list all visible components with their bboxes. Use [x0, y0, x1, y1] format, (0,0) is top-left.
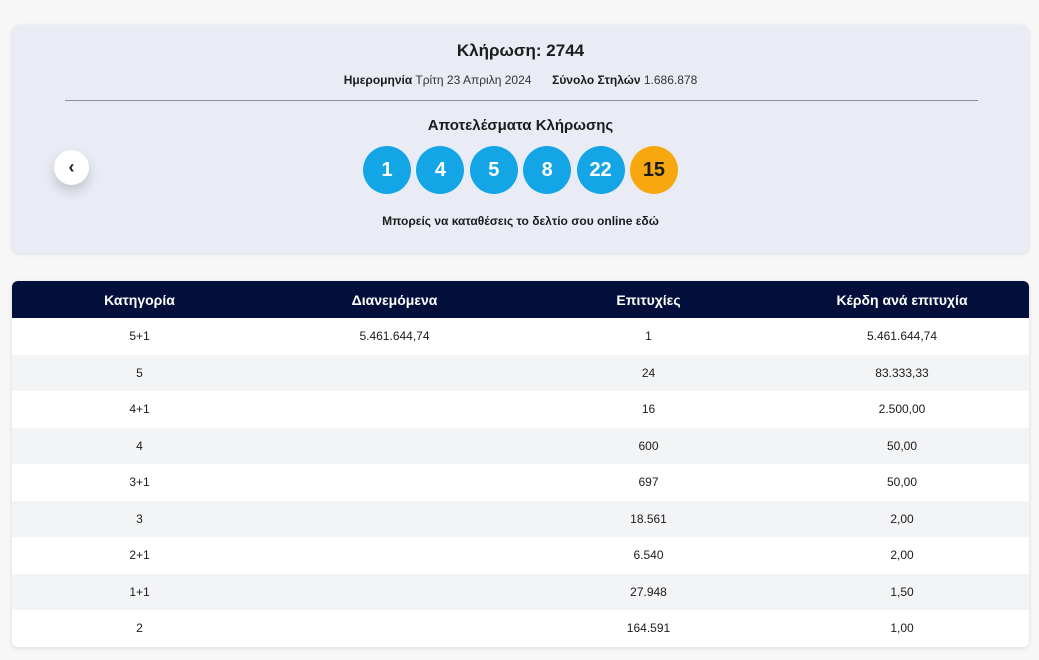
results-heading: Αποτελέσματα Κλήρωσης	[427, 117, 614, 134]
cell-category: 4	[12, 427, 267, 464]
cell-distributed	[267, 391, 522, 428]
cell-prize: 2,00	[775, 500, 1029, 537]
cell-category: 2	[12, 610, 267, 647]
cell-prize: 2.500,00	[775, 391, 1029, 428]
prize-table-card: Κατηγορία Διανεμόμενα Επιτυχίες Κέρδη αν…	[12, 281, 1029, 647]
columns-value: 1.686.878	[643, 73, 698, 87]
cell-distributed	[267, 354, 522, 391]
bonus-ball: 15	[629, 146, 678, 194]
cell-distributed	[267, 537, 522, 574]
cell-winners: 27.948	[522, 573, 775, 610]
previous-draw-button[interactable]: ‹	[54, 150, 89, 185]
divider	[65, 100, 978, 101]
number-ball: 22	[576, 146, 625, 194]
cell-winners: 697	[522, 464, 775, 501]
cell-distributed	[267, 500, 522, 537]
online-note: Μπορείς να καταθέσεις το δελτίο σου onli…	[12, 214, 1029, 228]
cell-category: 5	[12, 354, 267, 391]
cell-prize: 1,50	[775, 573, 1029, 610]
cell-distributed	[267, 610, 522, 647]
table-row: 3+1 697 50,00	[12, 464, 1029, 501]
table-row: 1+1 27.948 1,50	[12, 573, 1029, 610]
table-row: 5+1 5.461.644,74 1 5.461.644,74	[12, 318, 1029, 355]
table-row: 2 164.591 1,00	[12, 610, 1029, 647]
cell-winners: 6.540	[522, 537, 775, 574]
columns-label: Σύνολο Στηλών	[552, 73, 641, 87]
cell-category: 2+1	[12, 537, 267, 574]
cell-winners: 18.561	[522, 500, 775, 537]
number-ball: 5	[469, 146, 518, 194]
draw-title: Κλήρωση: 2744	[456, 41, 585, 60]
header-distributed: Διανεμόμενα	[267, 281, 522, 318]
header-prize-per-winner: Κέρδη ανά επιτυχία	[775, 281, 1029, 318]
header-winners: Επιτυχίες	[522, 281, 775, 318]
number-ball: 4	[416, 146, 465, 194]
online-note-text: Μπορείς να καταθέσεις το δελτίο σου onli…	[382, 214, 633, 228]
table-row: 2+1 6.540 2,00	[12, 537, 1029, 574]
date-label: Ημερομηνία	[343, 73, 413, 87]
cell-distributed	[267, 573, 522, 610]
cell-distributed	[267, 427, 522, 464]
cell-category: 3+1	[12, 464, 267, 501]
cell-winners: 164.591	[522, 610, 775, 647]
cell-winners: 1	[522, 318, 775, 355]
cell-winners: 24	[522, 354, 775, 391]
table-row: 4 600 50,00	[12, 427, 1029, 464]
number-ball: 8	[523, 146, 572, 194]
cell-prize: 1,00	[775, 610, 1029, 647]
table-row: 4+1 16 2.500,00	[12, 391, 1029, 428]
online-link[interactable]: εδώ	[635, 214, 659, 228]
table-header-row: Κατηγορία Διανεμόμενα Επιτυχίες Κέρδη αν…	[12, 281, 1029, 318]
cell-category: 1+1	[12, 573, 267, 610]
date-value: Τρίτη 23 Απριλη 2024	[415, 73, 532, 87]
header-category: Κατηγορία	[12, 281, 267, 318]
table-row: 5 24 83.333,33	[12, 354, 1029, 391]
cell-prize: 83.333,33	[775, 354, 1029, 391]
cell-prize: 2,00	[775, 537, 1029, 574]
cell-distributed	[267, 464, 522, 501]
draw-card: Κλήρωση: 2744 Ημερομηνία Τρίτη 23 Απριλη…	[12, 25, 1029, 253]
cell-distributed: 5.461.644,74	[267, 318, 522, 355]
chevron-left-icon: ‹	[68, 157, 75, 177]
draw-meta: Ημερομηνία Τρίτη 23 Απριλη 2024 Σύνολο Σ…	[12, 73, 1029, 87]
cell-category: 5+1	[12, 318, 267, 355]
cell-category: 3	[12, 500, 267, 537]
cell-prize: 50,00	[775, 464, 1029, 501]
cell-prize: 50,00	[775, 427, 1029, 464]
winning-numbers: 1 4 5 8 22 15	[12, 146, 1029, 194]
cell-winners: 600	[522, 427, 775, 464]
cell-category: 4+1	[12, 391, 267, 428]
cell-winners: 16	[522, 391, 775, 428]
prize-table: Κατηγορία Διανεμόμενα Επιτυχίες Κέρδη αν…	[12, 281, 1029, 647]
table-row: 3 18.561 2,00	[12, 500, 1029, 537]
number-ball: 1	[363, 146, 412, 194]
cell-prize: 5.461.644,74	[775, 318, 1029, 355]
